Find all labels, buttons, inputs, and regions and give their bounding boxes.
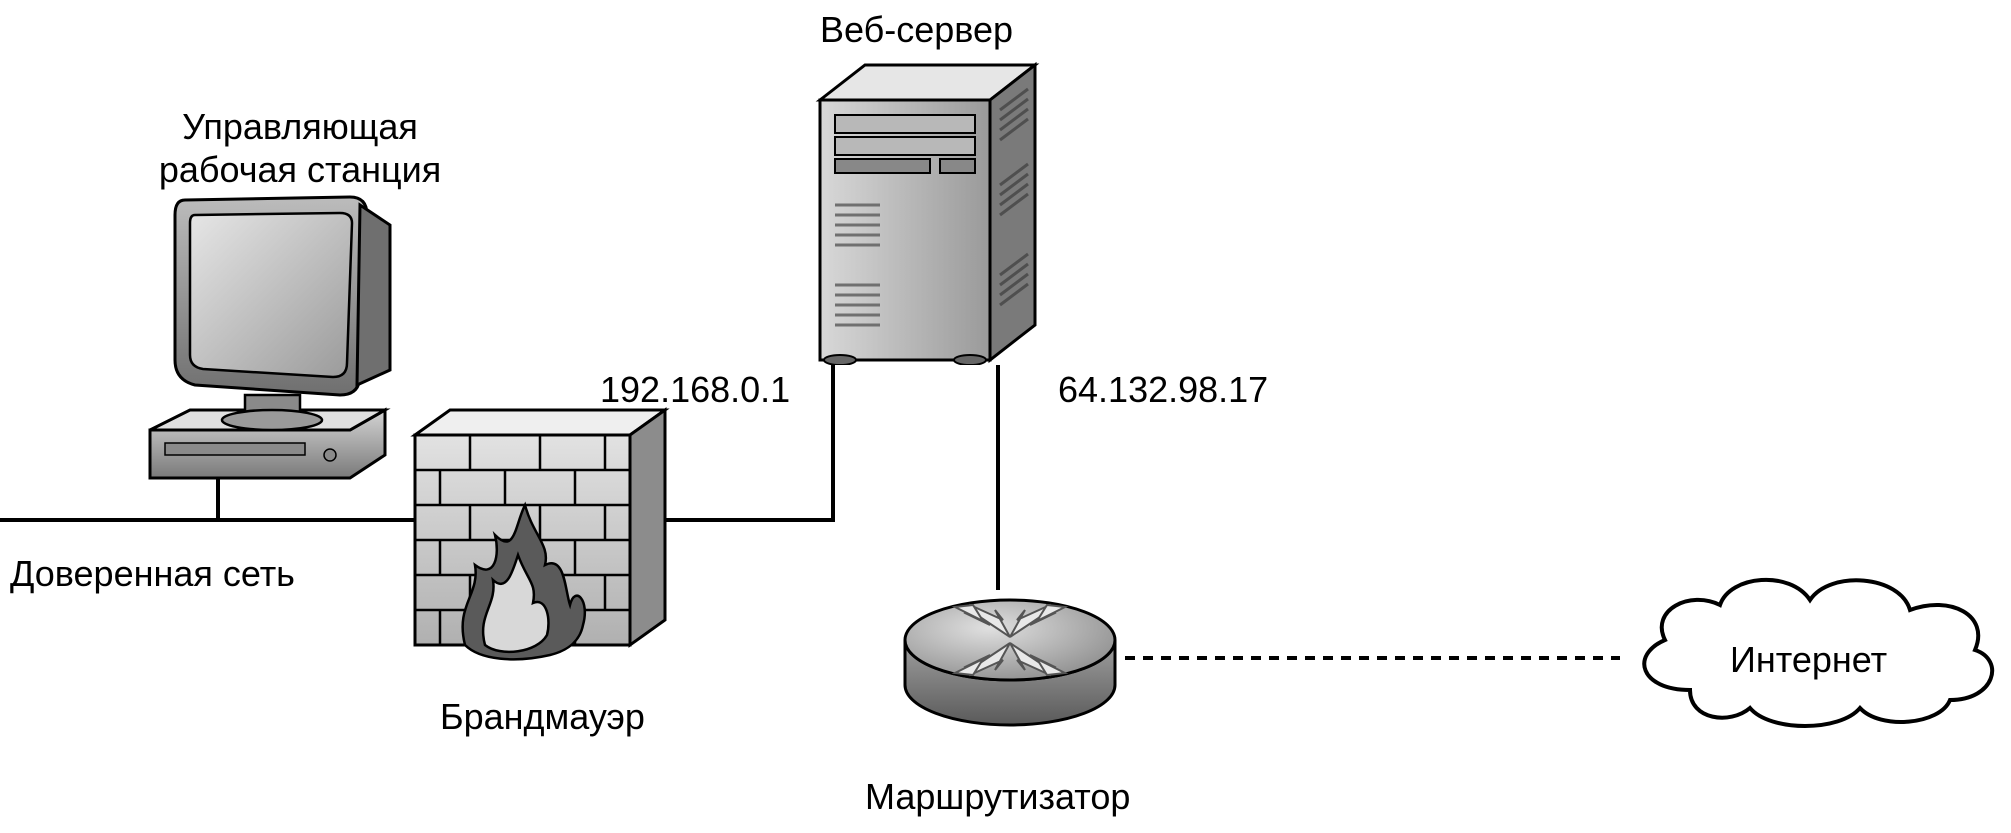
router-icon — [895, 585, 1125, 730]
trusted-network-label: Доверенная сеть — [10, 552, 295, 595]
server-ip-right: 64.132.98.17 — [1058, 368, 1268, 411]
network-diagram: Управляющаярабочая станция Доверенная се… — [0, 0, 2011, 833]
server-ip-left: 192.168.0.1 — [600, 368, 790, 411]
workstation-label: Управляющаярабочая станция — [150, 105, 450, 191]
firewall-icon — [405, 405, 680, 665]
internet-label: Интернет — [1730, 638, 1887, 681]
firewall-label: Брандмауэр — [440, 695, 645, 738]
router-label: Маршрутизатор — [865, 775, 1130, 818]
server-label: Веб-сервер — [820, 8, 1013, 51]
workstation-icon — [135, 185, 415, 485]
server-icon — [810, 55, 1045, 365]
